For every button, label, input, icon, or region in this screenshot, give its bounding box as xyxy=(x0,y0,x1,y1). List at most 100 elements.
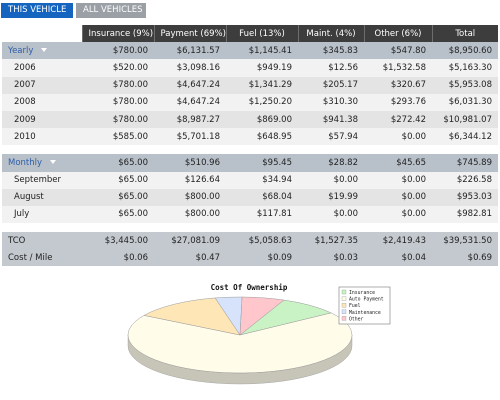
table-header-row: Insurance (9%) Payment (69%) Fuel (13%) … xyxy=(2,25,498,43)
table-cell: $780.00 xyxy=(82,76,154,94)
table-cell: $19.99 xyxy=(298,188,364,206)
table-cell: $34.94 xyxy=(226,171,298,189)
header-payment[interactable]: Payment (69%) xyxy=(153,25,226,43)
yearly-summary-row: Yearly $780.00 $6,131.57 $1,145.41 $345.83 $5… xyxy=(2,42,498,60)
table-cell: $5,163.30 xyxy=(432,59,498,77)
table-cell: $57.94 xyxy=(298,128,364,146)
header-other[interactable]: Other (6%) xyxy=(363,25,432,43)
cost-table: Insurance (9%) Payment (69%) Fuel (13%) … xyxy=(2,25,498,267)
month-row: September $65.00 $126.64 $34.94 $0.00 $0.00 $2… xyxy=(2,171,498,189)
table-cell: $126.64 xyxy=(154,171,226,189)
table-cell: $941.38 xyxy=(298,110,364,129)
header-fuel[interactable]: Fuel (13%) xyxy=(225,25,298,43)
year-row: 2007 $780.00 $4,647.24 $1,341.29 $205.17 $320… xyxy=(2,76,498,94)
table-cell: $4,647.24 xyxy=(154,76,226,94)
table-cell: $547.80 xyxy=(364,42,432,60)
table-cell: $6,031.30 xyxy=(432,93,498,111)
year-row: 2008 $780.00 $4,647.24 $1,250.20 $310.30 $293… xyxy=(2,93,498,111)
table-cell: $65.00 xyxy=(82,154,154,172)
pie-slice-fuel xyxy=(143,297,241,336)
table-cell: $10,981.07 xyxy=(432,110,498,129)
tco-label: TCO xyxy=(2,232,82,250)
year-row: 2010 $585.00 $5,701.18 $648.95 $57.94 $0.00 $6… xyxy=(2,128,498,146)
table-cell: $648.95 xyxy=(226,128,298,146)
legend-label: Fuel xyxy=(349,303,361,309)
year-label-text: 2010 xyxy=(14,131,36,142)
table-cell: $2,419.43 xyxy=(364,232,432,250)
month-label-text: August xyxy=(14,192,44,203)
legend-swatch xyxy=(341,296,347,301)
month-row: July $65.00 $800.00 $117.81 $0.00 $0.00 $982.8… xyxy=(2,205,498,224)
month-label-text: July xyxy=(14,209,30,220)
table-cell: $780.00 xyxy=(82,110,154,129)
spacer-row xyxy=(2,223,498,233)
table-cell: $12.56 xyxy=(298,59,364,77)
month-label: August xyxy=(2,188,82,206)
table-cell: $0.00 xyxy=(364,205,432,224)
table-cell: $982.81 xyxy=(432,205,498,224)
spacer-cell xyxy=(2,223,498,233)
month-row: August $65.00 $800.00 $68.04 $19.99 $0.00 $953… xyxy=(2,188,498,206)
year-label: 2008 xyxy=(2,93,82,111)
table-cell: $6,344.12 xyxy=(432,128,498,146)
year-label: 2009 xyxy=(2,110,82,129)
tab-all-vehicles[interactable]: ALL VEHICLES xyxy=(76,3,146,18)
year-row: 2009 $780.00 $8,987.27 $869.00 $941.38 $272.4… xyxy=(2,110,498,129)
table-cell: $1,532.58 xyxy=(364,59,432,77)
chevron-down-icon[interactable] xyxy=(41,48,48,53)
monthly-label-text[interactable]: Monthly xyxy=(8,157,43,168)
table-cell: $520.00 xyxy=(82,59,154,77)
table-cell: $6,131.57 xyxy=(154,42,226,60)
legend-label: Insurance xyxy=(349,290,375,296)
year-label-text: 2006 xyxy=(14,62,36,73)
pie-slice-auto-payment xyxy=(127,312,353,374)
table-cell: $65.00 xyxy=(82,188,154,206)
year-row: 2006 $520.00 $3,098.16 $949.19 $12.56 $1,532.… xyxy=(2,59,498,77)
table-cell: $0.04 xyxy=(364,249,432,267)
table-cell: $3,098.16 xyxy=(154,59,226,77)
tco-label-text: TCO xyxy=(8,235,26,246)
table-cell: $953.03 xyxy=(432,188,498,206)
spacer-cell xyxy=(2,145,498,155)
legend-label: Maintenance xyxy=(349,310,381,316)
table-cell: $0.00 xyxy=(364,128,432,146)
table-cell: $949.19 xyxy=(226,59,298,77)
table-cell: $0.47 xyxy=(154,249,226,267)
yearly-label: Yearly xyxy=(2,42,82,60)
spacer-row xyxy=(2,145,498,155)
legend-swatch xyxy=(341,303,347,308)
table-cell: $0.69 xyxy=(432,249,498,267)
chevron-down-icon[interactable] xyxy=(50,160,57,165)
header-blank xyxy=(2,25,82,43)
legend-label: Auto Payment xyxy=(349,297,384,303)
table-cell: $8,950.60 xyxy=(432,42,498,60)
header-maintenance[interactable]: Maint. (4%) xyxy=(297,25,364,43)
month-label: September xyxy=(2,171,82,189)
header-insurance[interactable]: Insurance (9%) xyxy=(81,25,154,43)
table-cell: $869.00 xyxy=(226,110,298,129)
table-cell: $0.00 xyxy=(364,188,432,206)
table-cell: $1,527.35 xyxy=(298,232,364,250)
table-cell: $780.00 xyxy=(82,42,154,60)
header-total[interactable]: Total xyxy=(431,25,498,43)
tab-this-vehicle[interactable]: THIS VEHICLE xyxy=(1,3,73,18)
table-cell: $3,445.00 xyxy=(82,232,154,250)
table-cell: $510.96 xyxy=(154,154,226,172)
table-cell: $1,250.20 xyxy=(226,93,298,111)
table-cell: $293.76 xyxy=(364,93,432,111)
table-cell: $65.00 xyxy=(82,205,154,224)
month-label: July xyxy=(2,205,82,224)
yearly-label-text[interactable]: Yearly xyxy=(8,45,34,56)
table-cell: $5,953.08 xyxy=(432,76,498,94)
cost-per-mile-label-text: Cost / Mile xyxy=(8,252,53,263)
year-label-text: 2008 xyxy=(14,97,36,108)
table-cell: $0.00 xyxy=(298,205,364,224)
table-cell: $117.81 xyxy=(226,205,298,224)
monthly-summary-row: Monthly $65.00 $510.96 $95.45 $28.82 $45.65 $7… xyxy=(2,154,498,172)
pie-slice-other xyxy=(239,296,285,336)
table-cell: $4,647.24 xyxy=(154,93,226,111)
table-cell: $0.03 xyxy=(298,249,364,267)
legend-box xyxy=(338,286,391,325)
